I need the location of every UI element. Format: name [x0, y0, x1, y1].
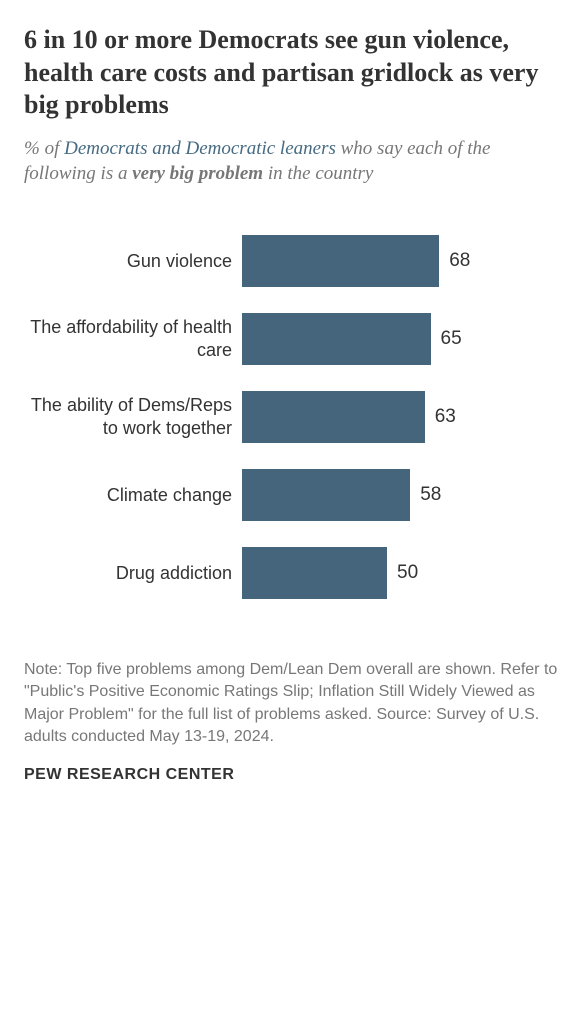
bar-label: The affordability of health care [24, 316, 242, 361]
bar-chart: Gun violence 68 The affordability of hea… [24, 235, 564, 599]
chart-subtitle: % of Democrats and Democratic leaners wh… [24, 136, 564, 187]
bar-row: The ability of Dems/Reps to work togethe… [24, 391, 564, 443]
bar-row: Climate change 58 [24, 469, 564, 521]
subtitle-bold: very big problem [132, 163, 263, 184]
chart-note: Note: Top five problems among Dem/Lean D… [24, 659, 564, 749]
subtitle-prefix: % of [24, 138, 64, 159]
bar-label: Gun violence [24, 250, 242, 273]
bar-value: 50 [397, 562, 418, 584]
chart-footer: PEW RESEARCH CENTER [24, 766, 564, 784]
bar-label: The ability of Dems/Reps to work togethe… [24, 394, 242, 439]
bar-row: Gun violence 68 [24, 235, 564, 287]
bar [242, 313, 431, 365]
bar-value: 68 [449, 250, 470, 272]
bar-label: Drug addiction [24, 562, 242, 585]
bar-wrap: 65 [242, 313, 564, 365]
bar [242, 547, 387, 599]
bar-row: Drug addiction 50 [24, 547, 564, 599]
bar-label: Climate change [24, 484, 242, 507]
bar-row: The affordability of health care 65 [24, 313, 564, 365]
bar-wrap: 50 [242, 547, 564, 599]
subtitle-suffix: in the country [263, 163, 373, 184]
bar [242, 235, 439, 287]
chart-title: 6 in 10 or more Democrats see gun violen… [24, 24, 564, 122]
bar [242, 391, 425, 443]
bar-value: 65 [441, 328, 462, 350]
bar-wrap: 58 [242, 469, 564, 521]
subtitle-highlight: Democrats and Democratic leaners [64, 138, 336, 159]
bar-value: 63 [435, 406, 456, 428]
bar-value: 58 [420, 484, 441, 506]
bar-wrap: 63 [242, 391, 564, 443]
bar [242, 469, 410, 521]
bar-wrap: 68 [242, 235, 564, 287]
